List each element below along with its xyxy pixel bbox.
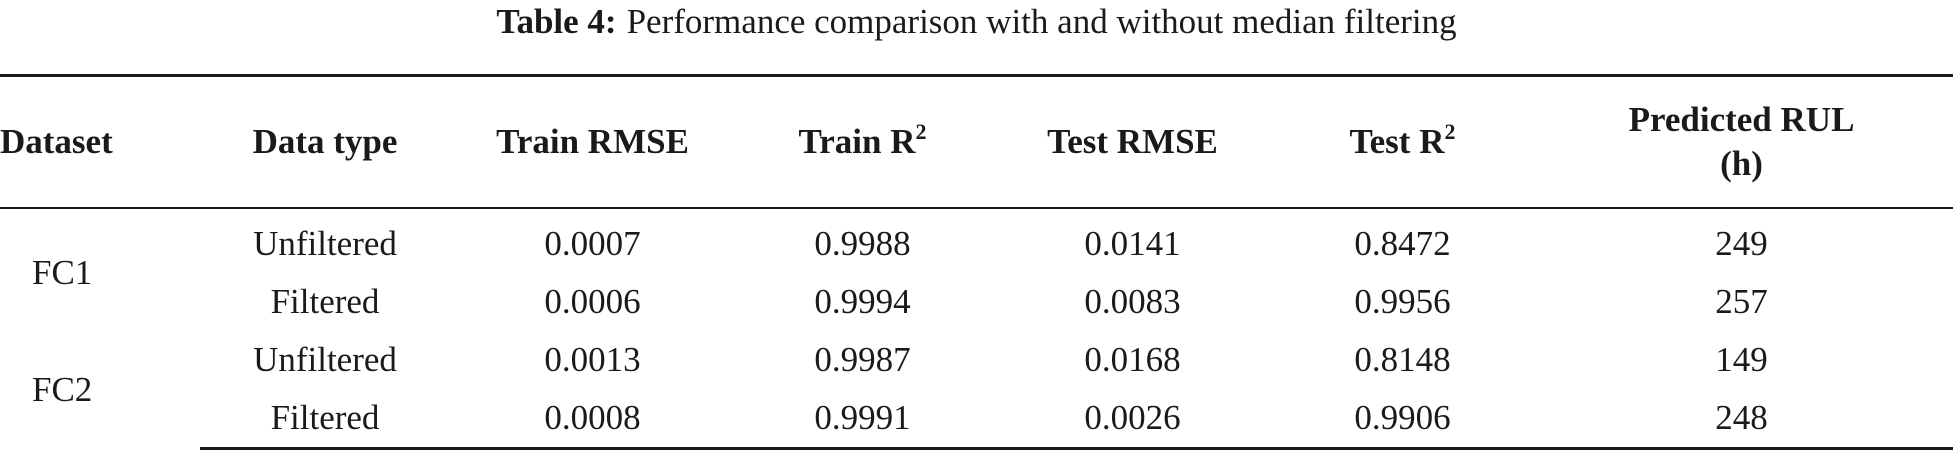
header-train-r2-sup: 2 — [915, 119, 927, 144]
cell-rul: 149 — [1715, 340, 1768, 379]
header-train-r2: Train R2 — [735, 74, 990, 209]
cell-test-rmse: 0.0026 — [990, 389, 1275, 450]
cell-train-rmse: 0.0013 — [544, 340, 641, 379]
cell-test-rmse: 0.0083 — [1084, 282, 1181, 321]
cell-test-r2: 0.9906 — [1275, 389, 1530, 450]
header-test-rmse: Test RMSE — [990, 74, 1275, 209]
table-row: FC1 Unfiltered 0.0007 0.9988 0.0141 0.84… — [0, 208, 1953, 292]
header-test-r2: Test R2 — [1275, 74, 1530, 209]
cell-train-r2: 0.9991 — [735, 389, 990, 450]
table-header-row: Dataset Data type Train RMSE Train R2 Te… — [0, 74, 1953, 209]
header-data-type: Data type — [200, 74, 450, 209]
header-dataset: Dataset — [0, 74, 200, 209]
cell-dataset: FC2 — [32, 369, 93, 409]
cell-test-r2: 0.8472 — [1354, 224, 1451, 263]
header-test-r2-sup: 2 — [1444, 119, 1456, 144]
cell-data-type: Unfiltered — [253, 224, 397, 263]
cell-train-rmse: 0.0007 — [544, 224, 641, 263]
cell-train-r2: 0.9988 — [814, 224, 911, 263]
table-caption: Table 4: Performance comparison with and … — [0, 0, 1953, 42]
cell-data-type: Unfiltered — [253, 340, 397, 379]
header-predicted-rul-line1: Predicted RUL — [1628, 100, 1855, 139]
cell-test-r2: 0.8148 — [1354, 340, 1451, 379]
cell-test-r2: 0.9956 — [1354, 282, 1451, 321]
cell-train-r2: 0.9987 — [814, 340, 911, 379]
table-row: Filtered 0.0006 0.9994 0.0083 0.9956 257 — [0, 273, 1953, 331]
cell-train-rmse: 0.0006 — [544, 282, 641, 321]
cell-rul: 257 — [1715, 282, 1768, 321]
table-row: FC2 Unfiltered 0.0013 0.9987 0.0168 0.81… — [0, 331, 1953, 409]
cell-test-rmse: 0.0141 — [1084, 224, 1181, 263]
performance-table: Dataset Data type Train RMSE Train R2 Te… — [0, 74, 1953, 450]
header-predicted-rul: Predicted RUL (h) — [1530, 74, 1953, 209]
caption-text: Performance comparison with and without … — [626, 2, 1457, 41]
header-train-rmse: Train RMSE — [450, 74, 735, 209]
cell-dataset: FC1 — [32, 253, 93, 292]
caption-label: Table 4: — [496, 2, 617, 41]
table-row: Filtered 0.0008 0.9991 0.0026 0.9906 248 — [0, 389, 1953, 450]
cell-rul: 249 — [1715, 224, 1768, 263]
cell-data-type: Filtered — [200, 389, 450, 450]
header-train-r2-base: Train R — [798, 122, 916, 161]
header-predicted-rul-line2: (h) — [1720, 144, 1763, 183]
header-test-r2-base: Test R — [1349, 122, 1445, 161]
cell-train-rmse: 0.0008 — [450, 389, 735, 450]
cell-rul: 248 — [1530, 389, 1953, 450]
cell-train-r2: 0.9994 — [814, 282, 911, 321]
cell-data-type: Filtered — [270, 282, 380, 321]
cell-test-rmse: 0.0168 — [1084, 340, 1181, 379]
